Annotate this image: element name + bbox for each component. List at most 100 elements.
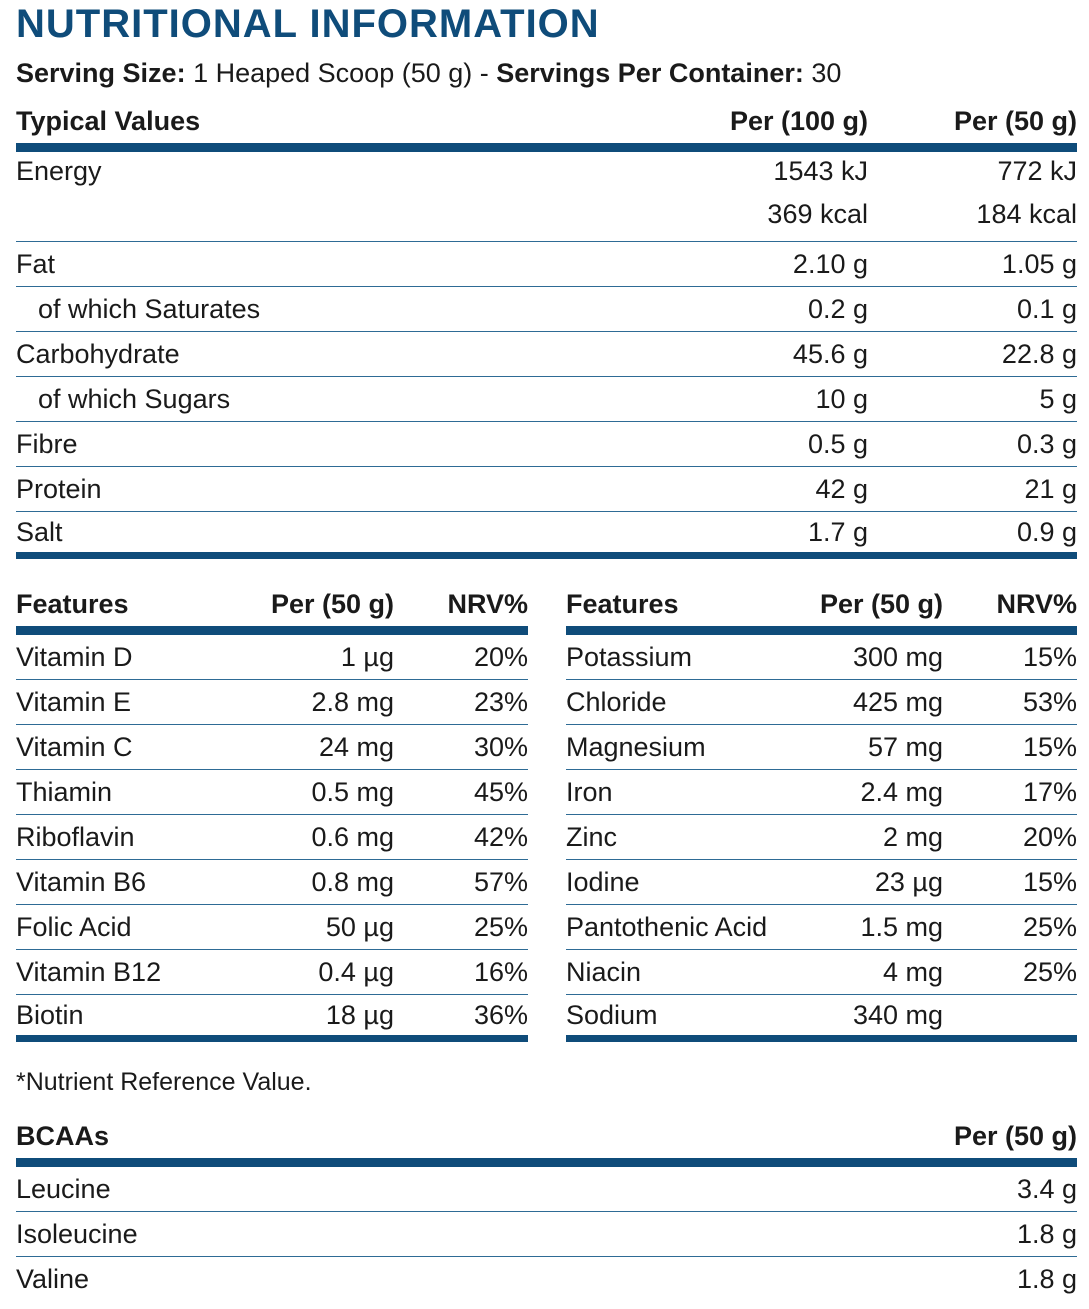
- nrv-percent: 25%: [1022, 956, 1077, 987]
- nrv-percent: 16%: [473, 956, 528, 987]
- amount-per-50g: 18 µg: [325, 999, 394, 1030]
- amount-per-50g: 0.8 mg: [311, 866, 394, 897]
- table-row: Thiamin 0.5 mg 45%: [16, 770, 528, 815]
- amount-per-50g: 3.4 g: [1016, 1173, 1077, 1204]
- energy-per-100g: 1543 kJ 369 kcal: [618, 156, 868, 230]
- amount-per-50g: 300 mg: [852, 641, 943, 672]
- amount-per-50g: 1.8 g: [1016, 1264, 1077, 1294]
- table-row: Protein 42 g 21 g: [16, 467, 1077, 512]
- nutrient-name: Vitamin E: [16, 686, 132, 717]
- row-label: of which Saturates: [38, 293, 261, 324]
- footnote: *Nutrient Reference Value.: [16, 1068, 312, 1096]
- serving-info: Serving Size: 1 Heaped Scoop (50 g) - Se…: [16, 58, 841, 89]
- table-row: of which Sugars 10 g 5 g: [16, 377, 1077, 422]
- value: 184 kcal: [976, 199, 1077, 229]
- table-row: Sodium 340 mg: [566, 995, 1077, 1042]
- nutrient-name: Vitamin B12: [16, 956, 162, 987]
- table-header: Typical Values Per (100 g) Per (50 g): [16, 106, 1077, 152]
- value-per-50g: 1.05 g: [1001, 248, 1077, 279]
- value-per-50g: 0.1 g: [1016, 293, 1077, 324]
- amount-per-50g: 340 mg: [852, 999, 943, 1030]
- nrv-percent: 53%: [1022, 686, 1077, 717]
- nrv-percent: 15%: [1022, 866, 1077, 897]
- header-features: Features: [16, 589, 129, 619]
- serving-size-label: Serving Size:: [16, 58, 186, 88]
- typical-values-table: Typical Values Per (100 g) Per (50 g) Energ…: [16, 106, 1077, 559]
- value: 369 kcal: [767, 199, 868, 229]
- bcaa-table: BCAAs Per (50 g) Leucine 3.4 g Isoleucine 1.8…: [16, 1121, 1077, 1302]
- nutrient-name: Vitamin B6: [16, 866, 147, 897]
- header-per-50g: Per (50 g): [270, 589, 394, 619]
- value-per-100g: 42 g: [815, 473, 868, 504]
- header-features: Features: [566, 589, 679, 619]
- nrv-percent: 42%: [473, 821, 528, 852]
- value-per-50g: 0.3 g: [1016, 428, 1077, 459]
- value-per-100g: 0.5 g: [807, 428, 868, 459]
- page-title: NUTRITIONAL INFORMATION: [16, 2, 600, 46]
- nrv-percent: 57%: [473, 866, 528, 897]
- row-label: Protein: [16, 473, 102, 504]
- amount-per-50g: 1 µg: [340, 641, 394, 672]
- nutrient-name: Pantothenic Acid: [566, 911, 768, 942]
- servings-per-container-label: Servings Per Container:: [496, 58, 804, 88]
- nrv-percent: 30%: [473, 731, 528, 762]
- amount-per-50g: 24 mg: [318, 731, 394, 762]
- table-row: Vitamin B6 0.8 mg 57%: [16, 860, 528, 905]
- value-per-100g: 2.10 g: [792, 248, 868, 279]
- amount-per-50g: 1.5 mg: [860, 911, 943, 942]
- nrv-percent: 23%: [473, 686, 528, 717]
- header-label: Typical Values: [16, 106, 201, 136]
- nutrient-name: Folic Acid: [16, 911, 132, 942]
- row-label: Energy: [16, 156, 102, 186]
- table-row: Folic Acid 50 µg 25%: [16, 905, 528, 950]
- table-row: Vitamin D 1 µg 20%: [16, 635, 528, 680]
- table-row: Fat 2.10 g 1.05 g: [16, 242, 1077, 287]
- amount-per-50g: 23 µg: [874, 866, 943, 897]
- nutrient-name: Vitamin C: [16, 731, 133, 762]
- nutrient-name: Vitamin D: [16, 641, 133, 672]
- row-label: Fat: [16, 248, 56, 279]
- table-row: Iodine 23 µg 15%: [566, 860, 1077, 905]
- amount-per-50g: 2 mg: [882, 821, 943, 852]
- table-row: Isoleucine 1.8 g: [16, 1212, 1077, 1257]
- table-row: Niacin 4 mg 25%: [566, 950, 1077, 995]
- table-header: Features Per (50 g) NRV%: [16, 589, 528, 635]
- energy-per-50g: 772 kJ 184 kcal: [868, 156, 1077, 230]
- row-label: Salt: [16, 516, 63, 547]
- nutrient-name: Potassium: [566, 641, 693, 672]
- value-per-100g: 45.6 g: [792, 338, 868, 369]
- row-label: Fibre: [16, 428, 78, 459]
- table-row: Fibre 0.5 g 0.3 g: [16, 422, 1077, 467]
- nrv-percent: 36%: [473, 999, 528, 1030]
- amount-per-50g: 4 mg: [882, 956, 943, 987]
- value-per-100g: 0.2 g: [807, 293, 868, 324]
- amount-per-50g: 2.8 mg: [311, 686, 394, 717]
- table-row: Pantothenic Acid 1.5 mg 25%: [566, 905, 1077, 950]
- nutrient-name: Zinc: [566, 821, 618, 852]
- row-label: Carbohydrate: [16, 338, 180, 369]
- nrv-percent: 20%: [1022, 821, 1077, 852]
- nrv-percent: 20%: [473, 641, 528, 672]
- header-bcaas: BCAAs: [16, 1121, 110, 1151]
- amount-per-50g: 57 mg: [867, 731, 943, 762]
- nrv-percent: 25%: [473, 911, 528, 942]
- amount-per-50g: 425 mg: [852, 686, 943, 717]
- amount-per-50g: 0.6 mg: [311, 821, 394, 852]
- nutrient-name: Biotin: [16, 999, 84, 1030]
- nutrient-name: Iodine: [566, 866, 640, 897]
- table-row: Salt 1.7 g 0.9 g: [16, 512, 1077, 559]
- header-per-50g: Per (50 g): [953, 106, 1077, 136]
- nutrient-name: Sodium: [566, 999, 658, 1030]
- header-per-50g: Per (50 g): [819, 589, 943, 619]
- table-header: Features Per (50 g) NRV%: [566, 589, 1077, 635]
- table-row: Iron 2.4 mg 17%: [566, 770, 1077, 815]
- table-row: Chloride 425 mg 53%: [566, 680, 1077, 725]
- nutrient-name: Riboflavin: [16, 821, 135, 852]
- table-row: Magnesium 57 mg 15%: [566, 725, 1077, 770]
- nutrient-name: Thiamin: [16, 776, 113, 807]
- value-per-50g: 21 g: [1024, 473, 1077, 504]
- header-nrv: NRV%: [447, 589, 528, 619]
- amino-acid-name: Leucine: [16, 1173, 111, 1204]
- value-per-50g: 0.9 g: [1016, 516, 1077, 547]
